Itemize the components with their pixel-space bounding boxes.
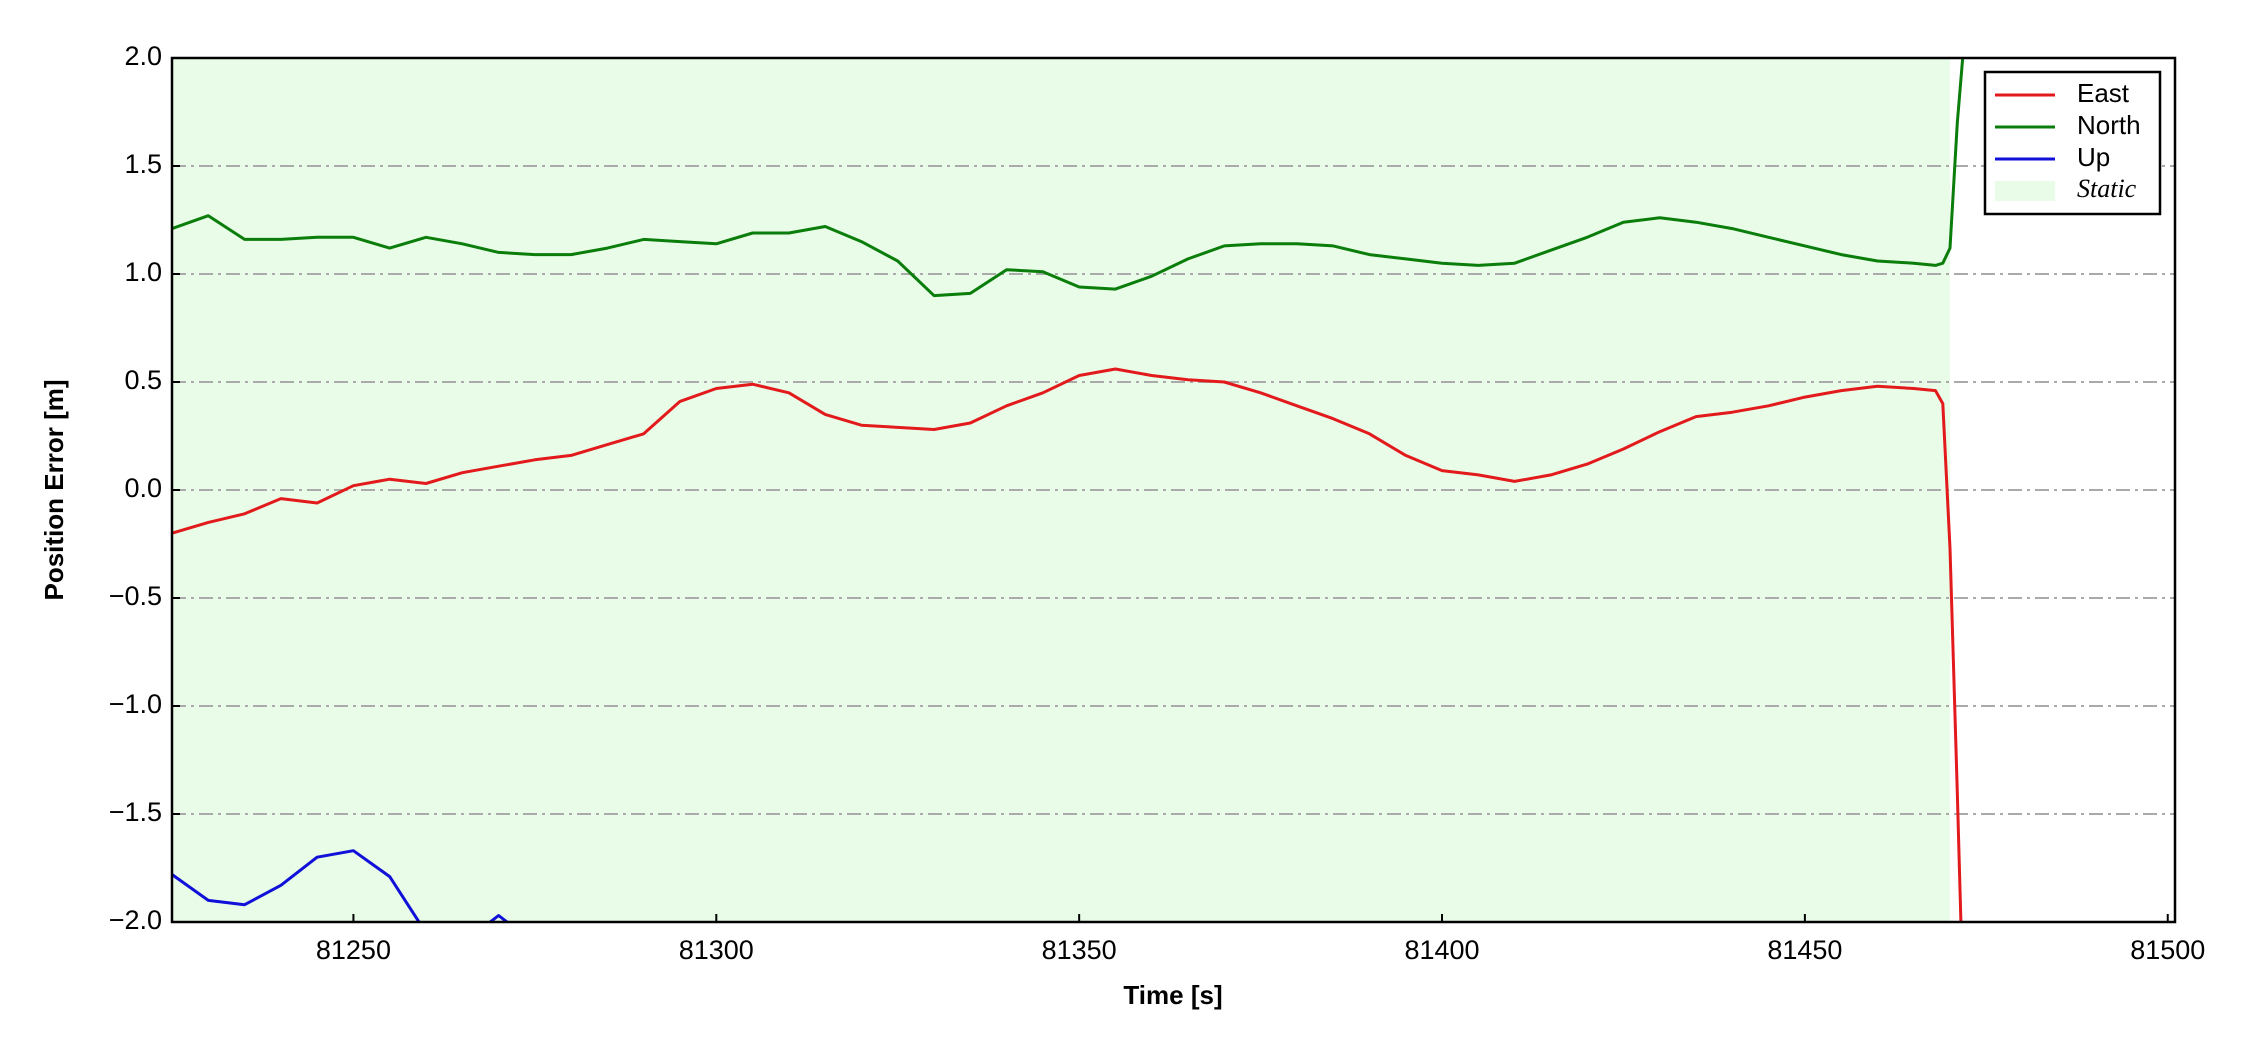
legend-label: Up bbox=[2077, 142, 2110, 172]
y-tick-label: 0.0 bbox=[124, 473, 162, 503]
x-tick-label: 81250 bbox=[316, 935, 391, 965]
x-tick-label: 81500 bbox=[2130, 935, 2205, 965]
x-axis-label: Time [s] bbox=[1123, 980, 1222, 1010]
x-tick-label: 81450 bbox=[1767, 935, 1842, 965]
y-tick-label: −1.5 bbox=[109, 797, 162, 827]
y-tick-label: 0.5 bbox=[124, 365, 162, 395]
series-line bbox=[172, 367, 1963, 922]
x-tick-label: 81350 bbox=[1042, 935, 1117, 965]
x-tick-label: 81400 bbox=[1404, 935, 1479, 965]
x-tick-label: 81300 bbox=[679, 935, 754, 965]
y-tick-label: −0.5 bbox=[109, 581, 162, 611]
y-axis-label: Position Error [m] bbox=[39, 379, 69, 600]
y-tick-label: 2.0 bbox=[124, 41, 162, 71]
legend-label: East bbox=[2077, 78, 2130, 108]
plot-area bbox=[172, 58, 2175, 922]
series-line bbox=[172, 58, 1965, 298]
series-line bbox=[172, 849, 510, 922]
plot-frame bbox=[170, 56, 2177, 924]
y-tick-label: −1.0 bbox=[109, 689, 162, 719]
y-tick-label: −2.0 bbox=[109, 905, 162, 935]
y-tick-label: 1.5 bbox=[124, 149, 162, 179]
static-span bbox=[172, 58, 1951, 922]
legend-label: Static bbox=[2077, 174, 2137, 203]
legend-label: North bbox=[2077, 110, 2141, 140]
y-tick-label: 1.0 bbox=[124, 257, 162, 287]
legend-swatch bbox=[1995, 181, 2055, 201]
